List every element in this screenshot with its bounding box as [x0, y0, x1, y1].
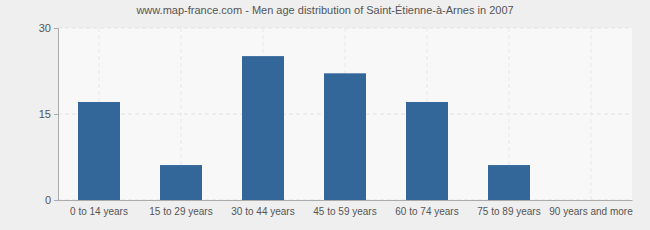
- x-tick: 0 to 14 years: [70, 200, 128, 217]
- y-tick-mark: [54, 200, 58, 201]
- x-tick-label: 45 to 59 years: [313, 206, 376, 217]
- x-tick: 60 to 74 years: [395, 200, 458, 217]
- bar: [325, 74, 366, 200]
- bar: [489, 166, 530, 200]
- x-tick: 15 to 29 years: [149, 200, 212, 217]
- x-axis: 0 to 14 years 15 to 29 years 30 to 44 year…: [59, 200, 634, 217]
- bar: [243, 57, 284, 200]
- x-tick: 90 years and more: [549, 200, 633, 217]
- x-tick-label: 30 to 44 years: [231, 206, 294, 217]
- y-tick-label: 30: [39, 22, 51, 34]
- chart: www.map-france.com - Men age distributio…: [0, 0, 650, 230]
- x-tick-label: 75 to 89 years: [477, 206, 540, 217]
- x-tick-label: 90 years and more: [549, 206, 633, 217]
- grid-line-x: [591, 28, 592, 200]
- x-axis-line: [59, 200, 633, 201]
- title: www.map-france.com - Men age distributio…: [135, 4, 513, 16]
- grid: [58, 28, 632, 200]
- x-tick: 75 to 89 years: [477, 200, 540, 217]
- y-tick-mark: [54, 28, 58, 29]
- x-tick-label: 15 to 29 years: [149, 206, 212, 217]
- y-axis: 0 15 30: [39, 22, 59, 206]
- bar: [161, 166, 202, 200]
- x-tick: 45 to 59 years: [313, 200, 376, 217]
- plot-area: [58, 28, 632, 200]
- y-tick: 15: [39, 108, 58, 120]
- background: [0, 0, 650, 230]
- bar: [407, 103, 448, 200]
- x-tick: 30 to 44 years: [231, 200, 294, 217]
- x-tick-label: 0 to 14 years: [70, 206, 128, 217]
- y-tick: 0: [45, 194, 58, 206]
- y-tick-label: 0: [45, 194, 51, 206]
- y-tick-label: 15: [39, 108, 51, 120]
- x-tick-label: 60 to 74 years: [395, 206, 458, 217]
- bar: [79, 103, 120, 200]
- y-tick: 30: [39, 22, 58, 34]
- bars: [79, 57, 530, 200]
- y-tick-mark: [54, 114, 58, 115]
- plot: 0 15 30 0 to 14 years 15 to 29 years 30 to 44…: [39, 22, 633, 217]
- y-axis-line: [54, 29, 59, 201]
